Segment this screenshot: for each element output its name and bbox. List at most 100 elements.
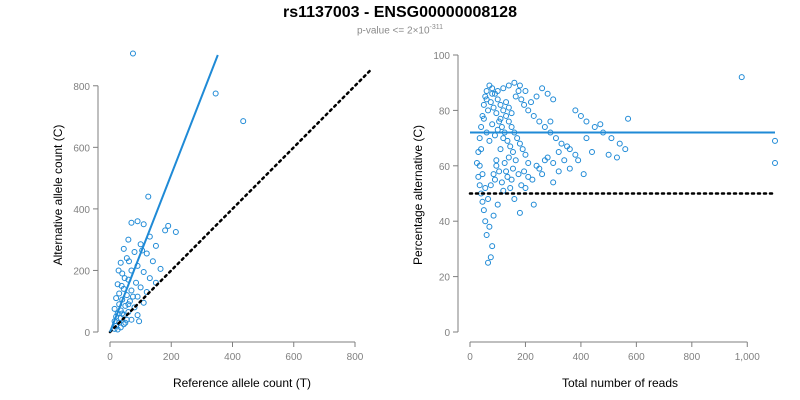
data-point <box>511 196 518 203</box>
x-tick-label: 200 <box>163 352 180 363</box>
data-point <box>165 222 172 229</box>
data-point <box>493 157 500 164</box>
data-point <box>521 101 528 108</box>
data-point <box>528 99 534 106</box>
y-axis-label: Percentage alternative (C) <box>411 125 425 265</box>
data-point <box>114 326 121 333</box>
data-point <box>143 250 150 257</box>
y-tick-label: 600 <box>73 143 90 154</box>
data-point <box>480 207 487 214</box>
y-tick-label: 200 <box>73 266 90 277</box>
data-point <box>566 146 573 153</box>
data-point <box>487 254 494 261</box>
data-point <box>625 115 632 122</box>
data-point <box>516 209 523 216</box>
data-point <box>125 301 132 308</box>
data-point <box>544 154 551 161</box>
data-point <box>772 137 778 144</box>
y-tick-label: 0 <box>444 328 450 339</box>
data-point <box>489 121 496 128</box>
y-tick-label: 800 <box>73 82 90 93</box>
subtitle-exponent: -311 <box>429 24 444 31</box>
data-point <box>507 184 514 191</box>
data-point <box>487 99 494 106</box>
data-point <box>145 193 152 200</box>
data-point <box>583 118 590 125</box>
data-point <box>505 82 512 89</box>
data-point <box>476 162 483 169</box>
data-point <box>550 160 557 167</box>
x-tick-label: 1,000 <box>735 352 760 363</box>
data-point <box>512 157 519 164</box>
x-tick-label: 400 <box>224 352 241 363</box>
data-point <box>509 165 516 172</box>
data-point <box>491 176 498 183</box>
data-point <box>116 290 123 297</box>
x-axis-label: Reference allele count (T) <box>173 376 311 390</box>
data-point <box>115 267 122 274</box>
data-point <box>480 115 487 122</box>
data-point <box>555 168 562 175</box>
data-point <box>500 85 507 92</box>
x-tick-label: 600 <box>285 352 302 363</box>
data-point <box>539 85 546 92</box>
data-point <box>140 299 147 306</box>
data-point <box>483 88 490 95</box>
data-point <box>504 137 511 144</box>
data-point <box>608 135 615 142</box>
data-point <box>496 118 503 125</box>
x-tick-label: 0 <box>107 352 113 363</box>
data-point <box>113 295 120 302</box>
data-point <box>494 96 501 103</box>
data-point <box>490 212 497 219</box>
data-point <box>125 258 132 265</box>
data-point <box>589 148 595 155</box>
data-point <box>622 146 629 153</box>
data-point <box>501 160 508 167</box>
data-point <box>475 173 482 180</box>
data-point <box>120 245 127 252</box>
data-point <box>504 173 511 180</box>
data-point <box>550 179 557 186</box>
data-point <box>480 101 487 108</box>
scatter-plot-allele-counts: 0 200 400 600 800 0 200 400 600 800 Reference alle… <box>51 50 372 390</box>
data-point <box>489 85 496 92</box>
data-point <box>525 107 532 114</box>
data-point <box>486 223 493 230</box>
y-tick-label: 20 <box>439 273 451 284</box>
data-point <box>152 242 159 249</box>
data-point <box>497 146 504 153</box>
data-point <box>505 104 512 111</box>
data-point <box>508 176 515 183</box>
data-point <box>487 182 494 189</box>
x-tick-label: 600 <box>628 352 645 363</box>
data-point <box>140 268 147 275</box>
subtitle-text: p-value <= 2×10 <box>356 25 430 37</box>
data-point <box>490 104 497 111</box>
data-point <box>122 302 129 309</box>
data-point <box>605 151 612 158</box>
y-tick-label: 40 <box>439 217 451 228</box>
data-point <box>240 118 247 125</box>
data-point <box>772 160 778 167</box>
data-point <box>496 168 503 175</box>
data-point <box>525 160 532 167</box>
scatter-plot-percentage: 0 200 400 600 800 1,000 0 20 40 60 80 100 Total numb… <box>411 51 778 390</box>
data-point <box>126 298 133 305</box>
data-point <box>539 171 546 178</box>
data-point <box>500 187 507 194</box>
data-point <box>134 218 141 225</box>
x-tick-label: 200 <box>517 352 534 363</box>
reference-line <box>108 69 372 334</box>
fit-line <box>109 54 219 333</box>
data-point <box>516 140 523 147</box>
page-title: rs1137003 - ENSG00000008128 <box>283 4 517 21</box>
page-subtitle: p-value <= 2×10-311 <box>0 24 800 36</box>
data-point <box>137 241 144 248</box>
data-point <box>478 124 485 131</box>
data-point <box>131 304 138 311</box>
data-point <box>119 270 126 277</box>
data-point <box>140 221 147 228</box>
data-point <box>530 112 537 119</box>
data-point <box>491 132 498 139</box>
